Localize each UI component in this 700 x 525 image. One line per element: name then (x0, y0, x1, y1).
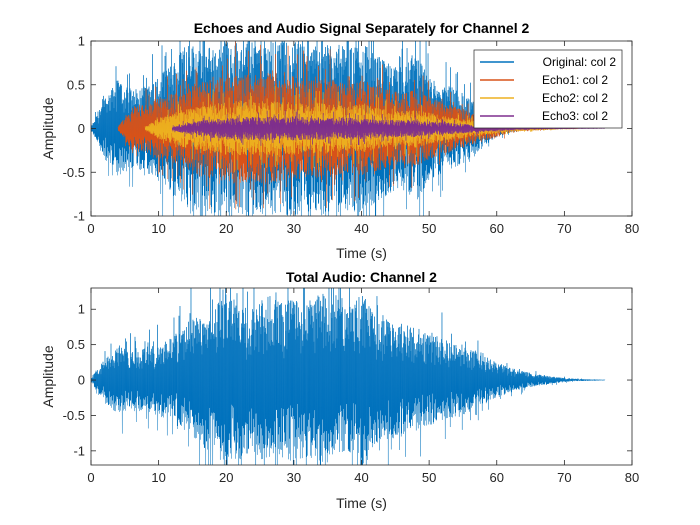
bottom-ticks: 0 10 20 30 40 50 60 70 80 1 0.5 0 -0.5 -1 (63, 288, 639, 485)
bottom-xtick-label: 20 (219, 470, 233, 485)
bottom-xtick-label: 30 (287, 470, 301, 485)
top-ytick-label: -0.5 (63, 165, 85, 180)
top-xtick-label: 60 (490, 221, 504, 236)
subplot-bottom: 0 10 20 30 40 50 60 70 80 1 0.5 0 -0.5 -1 Total Audio… (40, 269, 639, 511)
bottom-xtick-label: 60 (490, 470, 504, 485)
top-xtick-label: 80 (625, 221, 639, 236)
bottom-xtick-label: 80 (625, 470, 639, 485)
top-xtick-label: 20 (219, 221, 233, 236)
top-xtick-label: 40 (354, 221, 368, 236)
bottom-ytick-label: 0.5 (67, 337, 85, 352)
bottom-ylabel: Amplitude (40, 345, 56, 407)
top-xtick-label: 30 (287, 221, 301, 236)
bottom-xlabel: Time (s) (336, 495, 387, 511)
legend-label-original: Original: col 2 (543, 55, 617, 69)
top-xtick-label: 0 (87, 221, 94, 236)
top-xlabel: Time (s) (336, 245, 387, 261)
top-xtick-label: 10 (151, 221, 165, 236)
top-xtick-label: 50 (422, 221, 436, 236)
bottom-xtick-label: 10 (151, 470, 165, 485)
bottom-ytick-label: -1 (73, 443, 85, 458)
top-title: Echoes and Audio Signal Separately for C… (194, 20, 530, 36)
top-ytick-label: 0.5 (67, 77, 85, 92)
subplot-top: 0 10 20 30 40 50 60 70 80 1 0.5 0 -0.5 -1 Echoes and … (40, 20, 640, 261)
series-echo3-line (171, 109, 606, 146)
legend: Original: col 2 Echo1: col 2 Echo2: col … (473, 49, 623, 129)
legend-label-echo1: Echo1: col 2 (542, 73, 608, 87)
bottom-ytick-label: -0.5 (63, 408, 85, 423)
bottom-title: Total Audio: Channel 2 (286, 269, 437, 285)
top-ytick-label: -1 (73, 209, 85, 224)
bottom-ytick-label: 1 (78, 302, 85, 317)
bottom-xtick-label: 70 (557, 470, 571, 485)
legend-label-echo3: Echo3: col 2 (542, 109, 608, 123)
bottom-plot-area (91, 288, 606, 465)
bottom-xtick-label: 40 (354, 470, 368, 485)
bottom-xtick-label: 0 (87, 470, 94, 485)
legend-box (473, 49, 623, 129)
top-ylabel: Amplitude (40, 97, 56, 159)
top-ticks: 0 10 20 30 40 50 60 70 80 1 0.5 0 -0.5 -1 (63, 34, 640, 237)
bottom-ytick-label: 0 (78, 373, 85, 388)
top-ytick-label: 1 (78, 34, 85, 49)
series-total-line (91, 288, 606, 465)
legend-label-echo2: Echo2: col 2 (542, 91, 608, 105)
top-xtick-label: 70 (557, 221, 571, 236)
top-ytick-label: 0 (78, 121, 85, 136)
bottom-xtick-label: 50 (422, 470, 436, 485)
